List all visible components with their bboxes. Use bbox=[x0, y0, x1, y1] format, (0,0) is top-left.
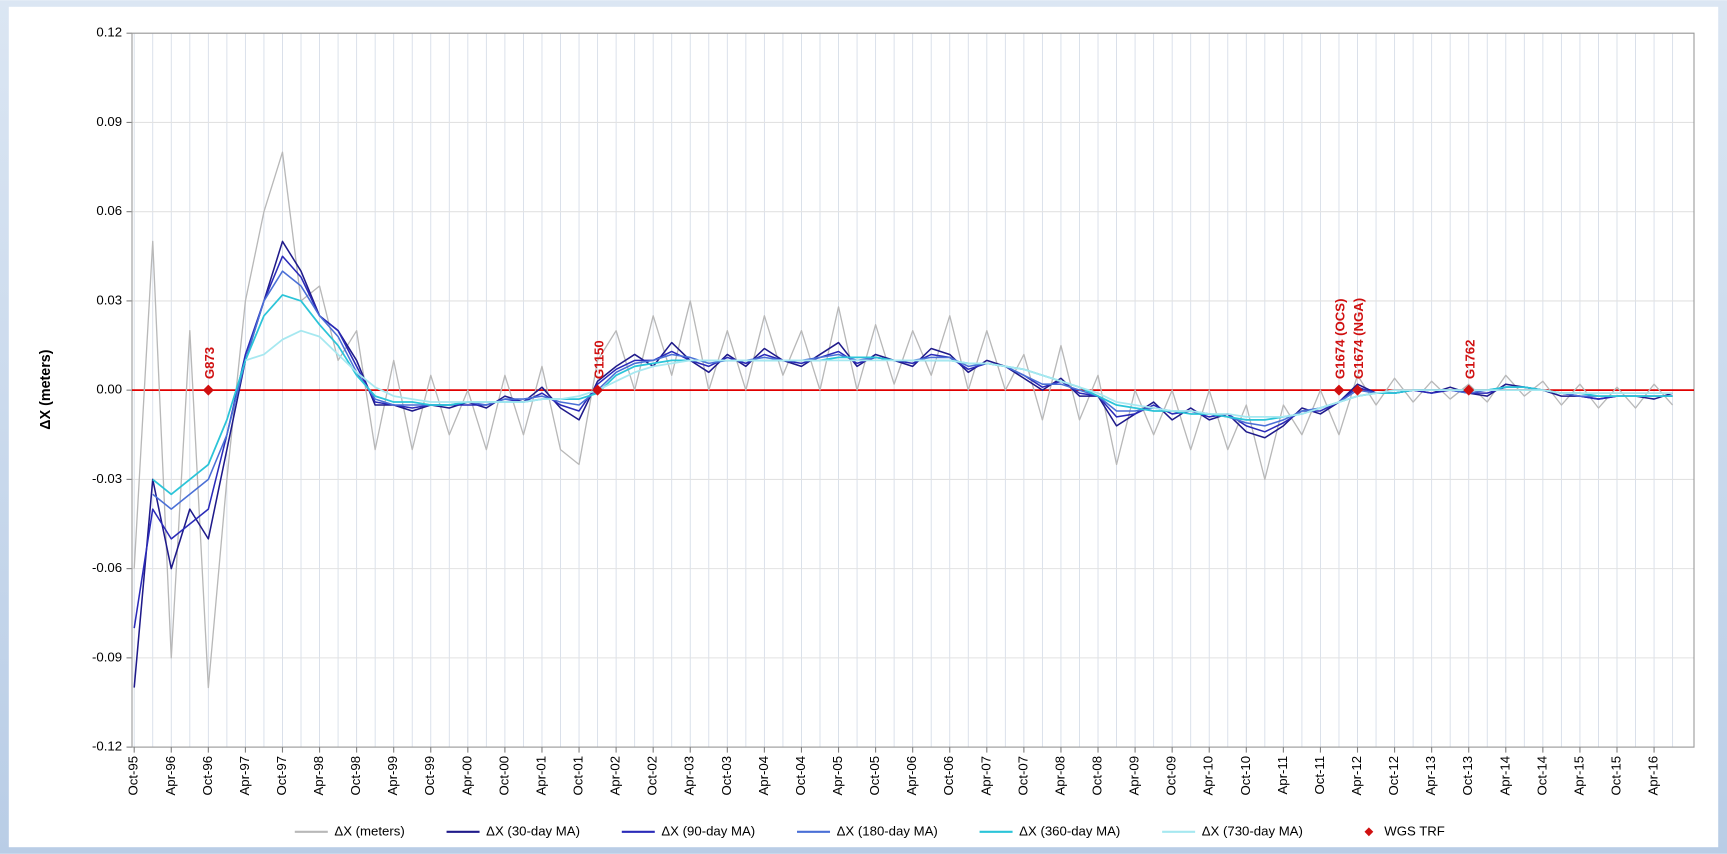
x-tick-label: Apr-02 bbox=[608, 756, 623, 796]
legend-label: ΔX (360-day MA) bbox=[1019, 823, 1120, 838]
x-tick-label: Apr-07 bbox=[978, 756, 993, 796]
x-tick-label: Apr-16 bbox=[1646, 756, 1661, 796]
y-tick-label: 0.03 bbox=[96, 292, 122, 307]
trf-label: G1674 (OCS) bbox=[1333, 299, 1348, 380]
legend-label: ΔX (180-day MA) bbox=[837, 823, 938, 838]
x-tick-label: Oct-00 bbox=[496, 756, 511, 796]
x-tick-label: Apr-04 bbox=[756, 756, 771, 796]
x-tick-label: Apr-03 bbox=[682, 756, 697, 796]
legend-label: WGS TRF bbox=[1384, 823, 1445, 838]
trf-label: G873 bbox=[202, 347, 217, 379]
x-tick-label: Oct-01 bbox=[571, 756, 586, 796]
x-tick-label: Apr-98 bbox=[311, 756, 326, 796]
x-tick-label: Oct-15 bbox=[1608, 756, 1623, 796]
legend-label: ΔX (30-day MA) bbox=[486, 823, 580, 838]
trf-marker bbox=[592, 384, 604, 396]
x-tick-label: Oct-09 bbox=[1164, 756, 1179, 796]
x-tick-label: Apr-09 bbox=[1127, 756, 1142, 796]
x-tick-label: Apr-10 bbox=[1201, 756, 1216, 796]
x-tick-label: Oct-99 bbox=[422, 756, 437, 796]
x-tick-label: Apr-15 bbox=[1571, 756, 1586, 796]
x-tick-label: Apr-06 bbox=[904, 756, 919, 796]
legend-swatch bbox=[1364, 827, 1374, 837]
trf-marker bbox=[1352, 384, 1364, 396]
x-tick-label: Oct-98 bbox=[348, 756, 363, 796]
x-tick-label: Apr-99 bbox=[385, 756, 400, 796]
x-tick-label: Apr-13 bbox=[1423, 756, 1438, 796]
trf-label: G1762 bbox=[1462, 340, 1477, 380]
x-tick-label: Apr-14 bbox=[1497, 756, 1512, 796]
y-tick-label: -0.09 bbox=[92, 649, 122, 664]
trf-marker bbox=[1463, 384, 1475, 396]
x-tick-label: Apr-01 bbox=[533, 756, 548, 796]
trf-marker bbox=[202, 384, 214, 396]
x-tick-label: Oct-97 bbox=[274, 756, 289, 796]
y-tick-label: 0.12 bbox=[96, 25, 122, 40]
x-tick-label: Oct-95 bbox=[126, 756, 141, 796]
x-tick-label: Oct-96 bbox=[200, 756, 215, 796]
x-tick-label: Oct-11 bbox=[1312, 756, 1327, 795]
series-line bbox=[245, 329, 1673, 418]
y-tick-label: -0.12 bbox=[92, 739, 122, 754]
x-tick-label: Apr-96 bbox=[163, 756, 178, 796]
x-tick-label: Oct-07 bbox=[1015, 756, 1030, 796]
legend-label: ΔX (90-day MA) bbox=[661, 823, 755, 838]
panel bbox=[8, 6, 1719, 848]
x-tick-label: Oct-06 bbox=[941, 756, 956, 796]
x-tick-label: Oct-05 bbox=[867, 756, 882, 796]
y-tick-label: 0.06 bbox=[96, 203, 122, 218]
trf-label: G1674 (NGA) bbox=[1351, 298, 1366, 379]
x-tick-label: Apr-97 bbox=[237, 756, 252, 796]
x-tick-label: Oct-14 bbox=[1534, 756, 1549, 796]
x-tick-label: Apr-12 bbox=[1349, 756, 1364, 796]
x-tick-label: Oct-04 bbox=[793, 756, 808, 796]
x-tick-label: Oct-02 bbox=[645, 756, 660, 796]
x-tick-label: Oct-10 bbox=[1238, 756, 1253, 796]
x-tick-label: Oct-13 bbox=[1460, 756, 1475, 796]
x-tick-label: Oct-12 bbox=[1386, 756, 1401, 796]
x-tick-label: Oct-08 bbox=[1090, 756, 1105, 796]
y-tick-label: -0.03 bbox=[92, 471, 122, 486]
y-axis-label: ΔX (meters) bbox=[38, 349, 54, 429]
x-tick-label: Apr-00 bbox=[459, 756, 474, 796]
x-tick-label: Oct-03 bbox=[719, 756, 734, 796]
y-tick-label: 0.00 bbox=[96, 382, 122, 397]
y-tick-label: -0.06 bbox=[92, 560, 122, 575]
trf-label: G1150 bbox=[591, 340, 606, 379]
legend-label: ΔX (730-day MA) bbox=[1202, 823, 1303, 838]
x-tick-label: Apr-11 bbox=[1275, 756, 1290, 795]
x-tick-label: Apr-08 bbox=[1052, 756, 1067, 796]
y-tick-label: 0.09 bbox=[96, 114, 122, 129]
legend-label: ΔX (meters) bbox=[334, 823, 404, 838]
x-tick-label: Apr-05 bbox=[830, 756, 845, 796]
series-line bbox=[133, 151, 1674, 689]
trf-marker bbox=[1333, 384, 1345, 396]
